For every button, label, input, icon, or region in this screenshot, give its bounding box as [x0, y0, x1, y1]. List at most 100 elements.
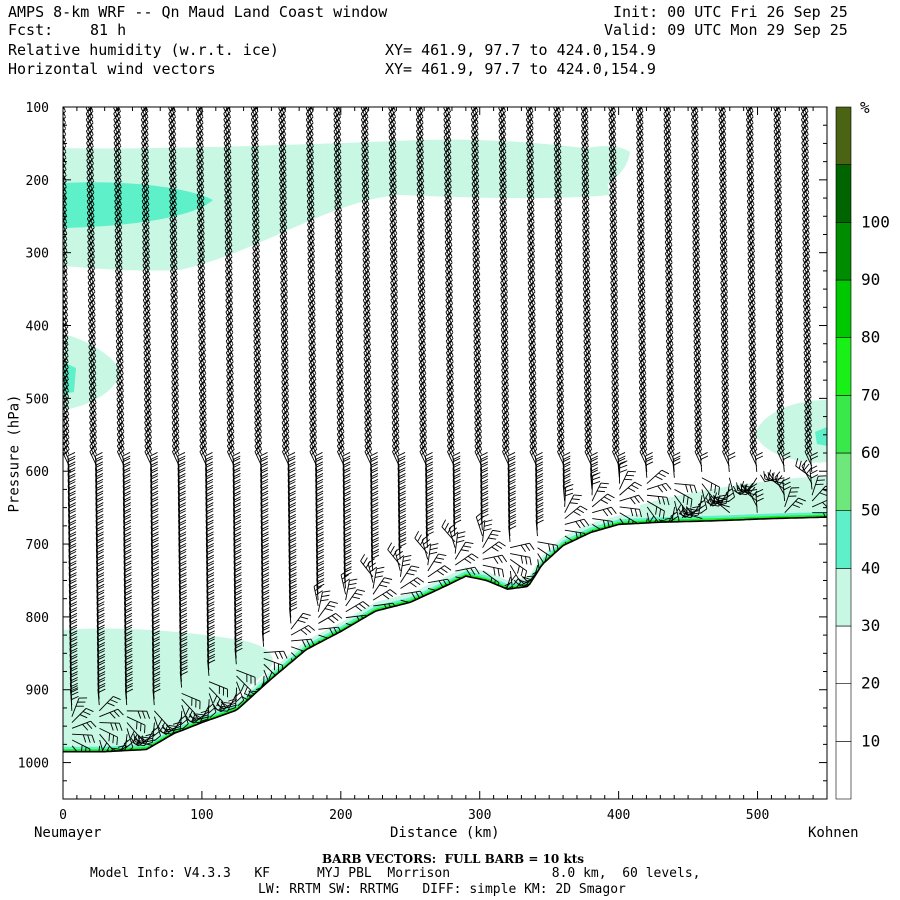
colorbar-swatch [835, 395, 852, 454]
wind-barb [692, 107, 699, 117]
colorbar-label: 10 [861, 731, 880, 750]
y-tick-label: 800 [26, 611, 49, 626]
wind-barb [142, 107, 149, 117]
wind-barb [307, 107, 314, 117]
wind-barb [448, 107, 451, 111]
wind-barb [482, 541, 506, 554]
colorbar-label: 70 [861, 385, 880, 404]
x-tick-label: 300 [468, 808, 491, 823]
wind-barb [582, 107, 589, 117]
wind-barb [417, 107, 424, 117]
rh-lower-layer [63, 628, 273, 752]
wind-barb [118, 107, 121, 111]
wind-barb [63, 110, 66, 117]
wind-barb [71, 707, 94, 723]
wind-barb [420, 107, 424, 111]
wind-barb [115, 107, 121, 117]
wind-barb [212, 701, 237, 711]
wind-barb [200, 699, 210, 722]
colorbar-swatch [835, 452, 852, 511]
rh-mid-right-core [815, 427, 827, 446]
wind-barb [500, 107, 506, 117]
wind-barb [720, 107, 726, 117]
colorbar-swatch [835, 279, 852, 338]
wind-barb [613, 107, 616, 111]
wind-barb [185, 712, 210, 722]
wind-barb [723, 107, 726, 111]
colorbar-swatch [835, 568, 852, 627]
model-info: Model Info: V4.3.3 KF MYJ PBL Morrison 8… [90, 866, 701, 881]
colorbar-swatch [835, 106, 852, 165]
wind-barb [234, 644, 243, 665]
y-tick-label: 300 [26, 247, 49, 262]
wind-barb [472, 107, 479, 117]
wind-barb [619, 481, 642, 496]
wind-barb [181, 692, 201, 710]
wind-barb [335, 107, 341, 117]
wind-barb [727, 452, 736, 472]
colorbar-swatch [835, 625, 852, 684]
x-tick-label: 0 [59, 808, 67, 823]
wind-barb [564, 505, 588, 519]
wind-barb [619, 494, 645, 505]
wind-barb [530, 107, 534, 111]
wind-barb [207, 656, 216, 676]
x-axis-title: Distance (km) [390, 825, 500, 841]
colorbar-label: 90 [861, 270, 880, 289]
colorbar-label: 20 [861, 674, 880, 693]
colorbar-swatch [835, 741, 852, 800]
wind-barb [225, 107, 231, 117]
wind-barb [527, 107, 534, 117]
field-rh-xy: XY= 461.9, 97.7 to 424.0,154.9 [385, 41, 656, 59]
wind-barb [754, 452, 764, 472]
wind-barb [365, 107, 369, 111]
wind-barb [665, 107, 671, 117]
valid-time: Valid: 09 UTC Mon 29 Sep 25 [604, 21, 848, 39]
field-rh-label: Relative humidity (w.r.t. ice) [8, 41, 279, 59]
colorbar-label: 80 [861, 328, 880, 347]
wind-barb [99, 696, 121, 712]
wind-barb [179, 667, 188, 688]
wind-barb [99, 722, 123, 731]
right-endpoint-label: Kohnen [808, 825, 859, 841]
colorbar-swatch [835, 222, 852, 281]
wind-barb [646, 469, 670, 484]
wind-barb [558, 107, 561, 111]
wind-barb [71, 720, 97, 731]
wind-barb [390, 107, 396, 117]
wind-barb [310, 107, 314, 111]
wind-barb [619, 470, 636, 490]
wind-barb [283, 107, 286, 111]
wind-barb [592, 506, 617, 517]
rh-sfc-band-wet [63, 514, 827, 752]
colorbar-swatch [835, 683, 852, 742]
colorbar-label: 40 [861, 558, 880, 577]
wind-barb [170, 107, 176, 117]
wind-barb [280, 107, 286, 117]
wind-barbs [63, 107, 827, 769]
forecast-hour: 81 h [90, 21, 127, 39]
wind-barb [427, 553, 447, 572]
x-tick-label: 400 [607, 808, 630, 823]
wind-barb [454, 541, 474, 560]
wind-barb [778, 107, 781, 111]
wind-barb [181, 698, 196, 722]
wind-barb [482, 554, 508, 564]
wind-barb [400, 565, 420, 583]
wind-barb [71, 697, 88, 717]
wind-barb [805, 107, 809, 111]
wind-barb [97, 685, 106, 706]
y-tick-label: 100 [26, 101, 49, 116]
colorbar-swatch [835, 337, 852, 396]
y-axis-title: Pressure (hPa) [6, 394, 23, 513]
wind-barb [445, 107, 451, 117]
wind-barb [72, 733, 95, 743]
wind-barb [802, 107, 809, 117]
y-tick-label: 1000 [18, 757, 49, 772]
wind-barb [317, 601, 338, 618]
colorbar-label: 100 [861, 212, 890, 231]
wind-barb [252, 107, 259, 117]
wind-barb [448, 523, 459, 548]
wind-barb [144, 722, 155, 745]
